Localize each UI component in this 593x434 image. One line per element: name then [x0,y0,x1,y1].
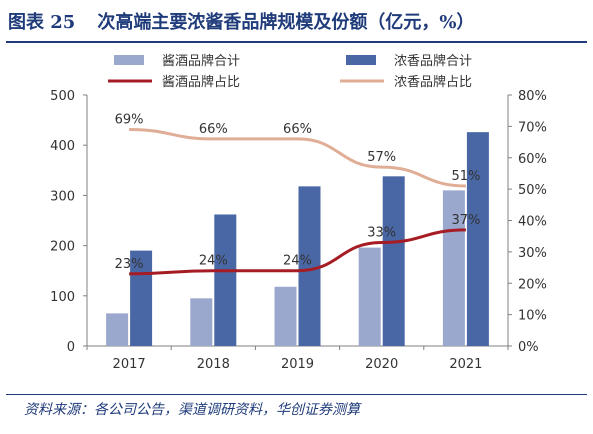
label-nong-share-2017: 69% [115,113,144,128]
bar-nong-2018 [214,214,237,346]
bar-nong-2021 [466,132,489,346]
label-nong-share-2018: 66% [199,122,228,137]
data-labels: 23% 24% 24% 33% 37% 69% 66% 66% 57% 51% [115,113,481,272]
right-tick-label: 70% [518,120,547,135]
line-nong-share [129,128,466,188]
left-tick-label: 200 [50,240,75,255]
figure-label: 图表 25 [8,12,76,33]
label-jiang-share-2019: 24% [283,254,312,269]
label-jiang-share-2021: 37% [451,213,480,228]
label-nong-share-2021: 51% [451,169,480,184]
legend-label: 浓香品牌占比 [394,74,472,90]
left-tick-label: 300 [50,189,75,204]
legend-label: 酱酒品牌占比 [162,74,240,90]
label-nong-share-2020: 57% [367,150,396,165]
right-tick-label: 40% [518,215,547,230]
bar-jiang-2017 [106,313,129,346]
right-tick-label: 60% [518,152,547,167]
right-tick-label: 80% [518,89,547,104]
source-note: 资料来源：各公司公告，渠道调研资料，华创证券测算 [24,402,360,418]
x-tick-label: 2021 [449,357,482,372]
chart-area: 酱酒品牌合计 浓香品牌合计酱酒品牌占比 浓香品牌占比 0 100 200 300 400 50… [0,44,593,394]
x-tick-label: 2020 [365,357,398,372]
right-tick-label: 30% [518,246,547,261]
label-nong-share-2019: 66% [283,122,312,137]
lines [129,128,466,276]
left-tick-label: 100 [50,290,75,305]
legend-label: 酱酒品牌合计 [162,53,240,69]
x-tick-label: 2018 [197,357,230,372]
title-bar: 图表 25 次高端主要浓酱香品牌规模及份额（亿元，%） [0,0,593,44]
bars [106,132,489,346]
line-jiang-share [129,228,466,276]
left-tick-label: 0 [67,340,75,355]
title-underline [6,41,587,43]
right-tick-label: 50% [518,183,547,198]
bar-jiang-2019 [274,286,297,346]
bar-jiang-2020 [358,247,381,346]
label-jiang-share-2017: 23% [115,257,144,272]
axes: 0 100 200 300 400 500 0% 10% 20% 30% 40% 50% 60% 70% 8… [50,89,547,372]
right-tick-label: 10% [518,309,547,324]
legend-swatch [346,55,376,65]
left-tick-label: 400 [50,139,75,154]
bar-jiang-2018 [190,298,213,346]
right-tick-label: 20% [518,277,547,292]
figure-title-text: 次高端主要浓酱香品牌规模及份额（亿元，%） [97,12,475,33]
bar-nong-2020 [382,176,405,346]
label-jiang-share-2020: 33% [367,225,396,240]
figure-title: 图表 25 次高端主要浓酱香品牌规模及份额（亿元，%） [8,8,474,34]
source-rule [6,394,587,395]
x-tick-label: 2017 [113,357,146,372]
left-tick-label: 500 [50,89,75,104]
legend-swatch [114,55,144,65]
bar-nong-2019 [298,186,321,346]
legend-label: 浓香品牌合计 [394,53,472,69]
label-jiang-share-2018: 24% [199,254,228,269]
x-tick-label: 2019 [281,357,314,372]
right-tick-label: 0% [518,340,539,355]
